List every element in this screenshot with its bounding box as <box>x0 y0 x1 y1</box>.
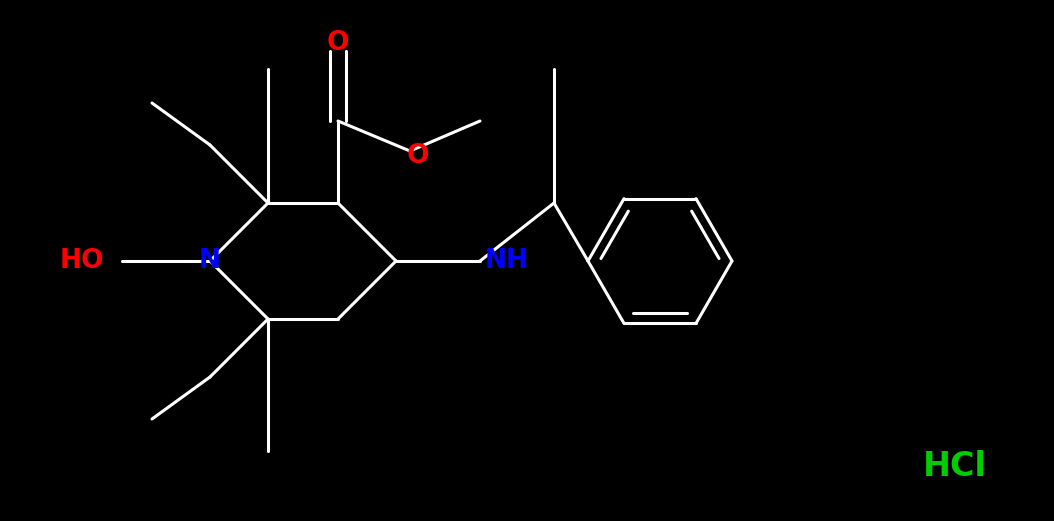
Text: O: O <box>327 30 349 56</box>
Text: NH: NH <box>485 248 529 274</box>
Text: O: O <box>407 143 429 169</box>
Text: N: N <box>199 248 221 274</box>
Text: HO: HO <box>59 248 104 274</box>
Text: HCl: HCl <box>923 450 987 482</box>
